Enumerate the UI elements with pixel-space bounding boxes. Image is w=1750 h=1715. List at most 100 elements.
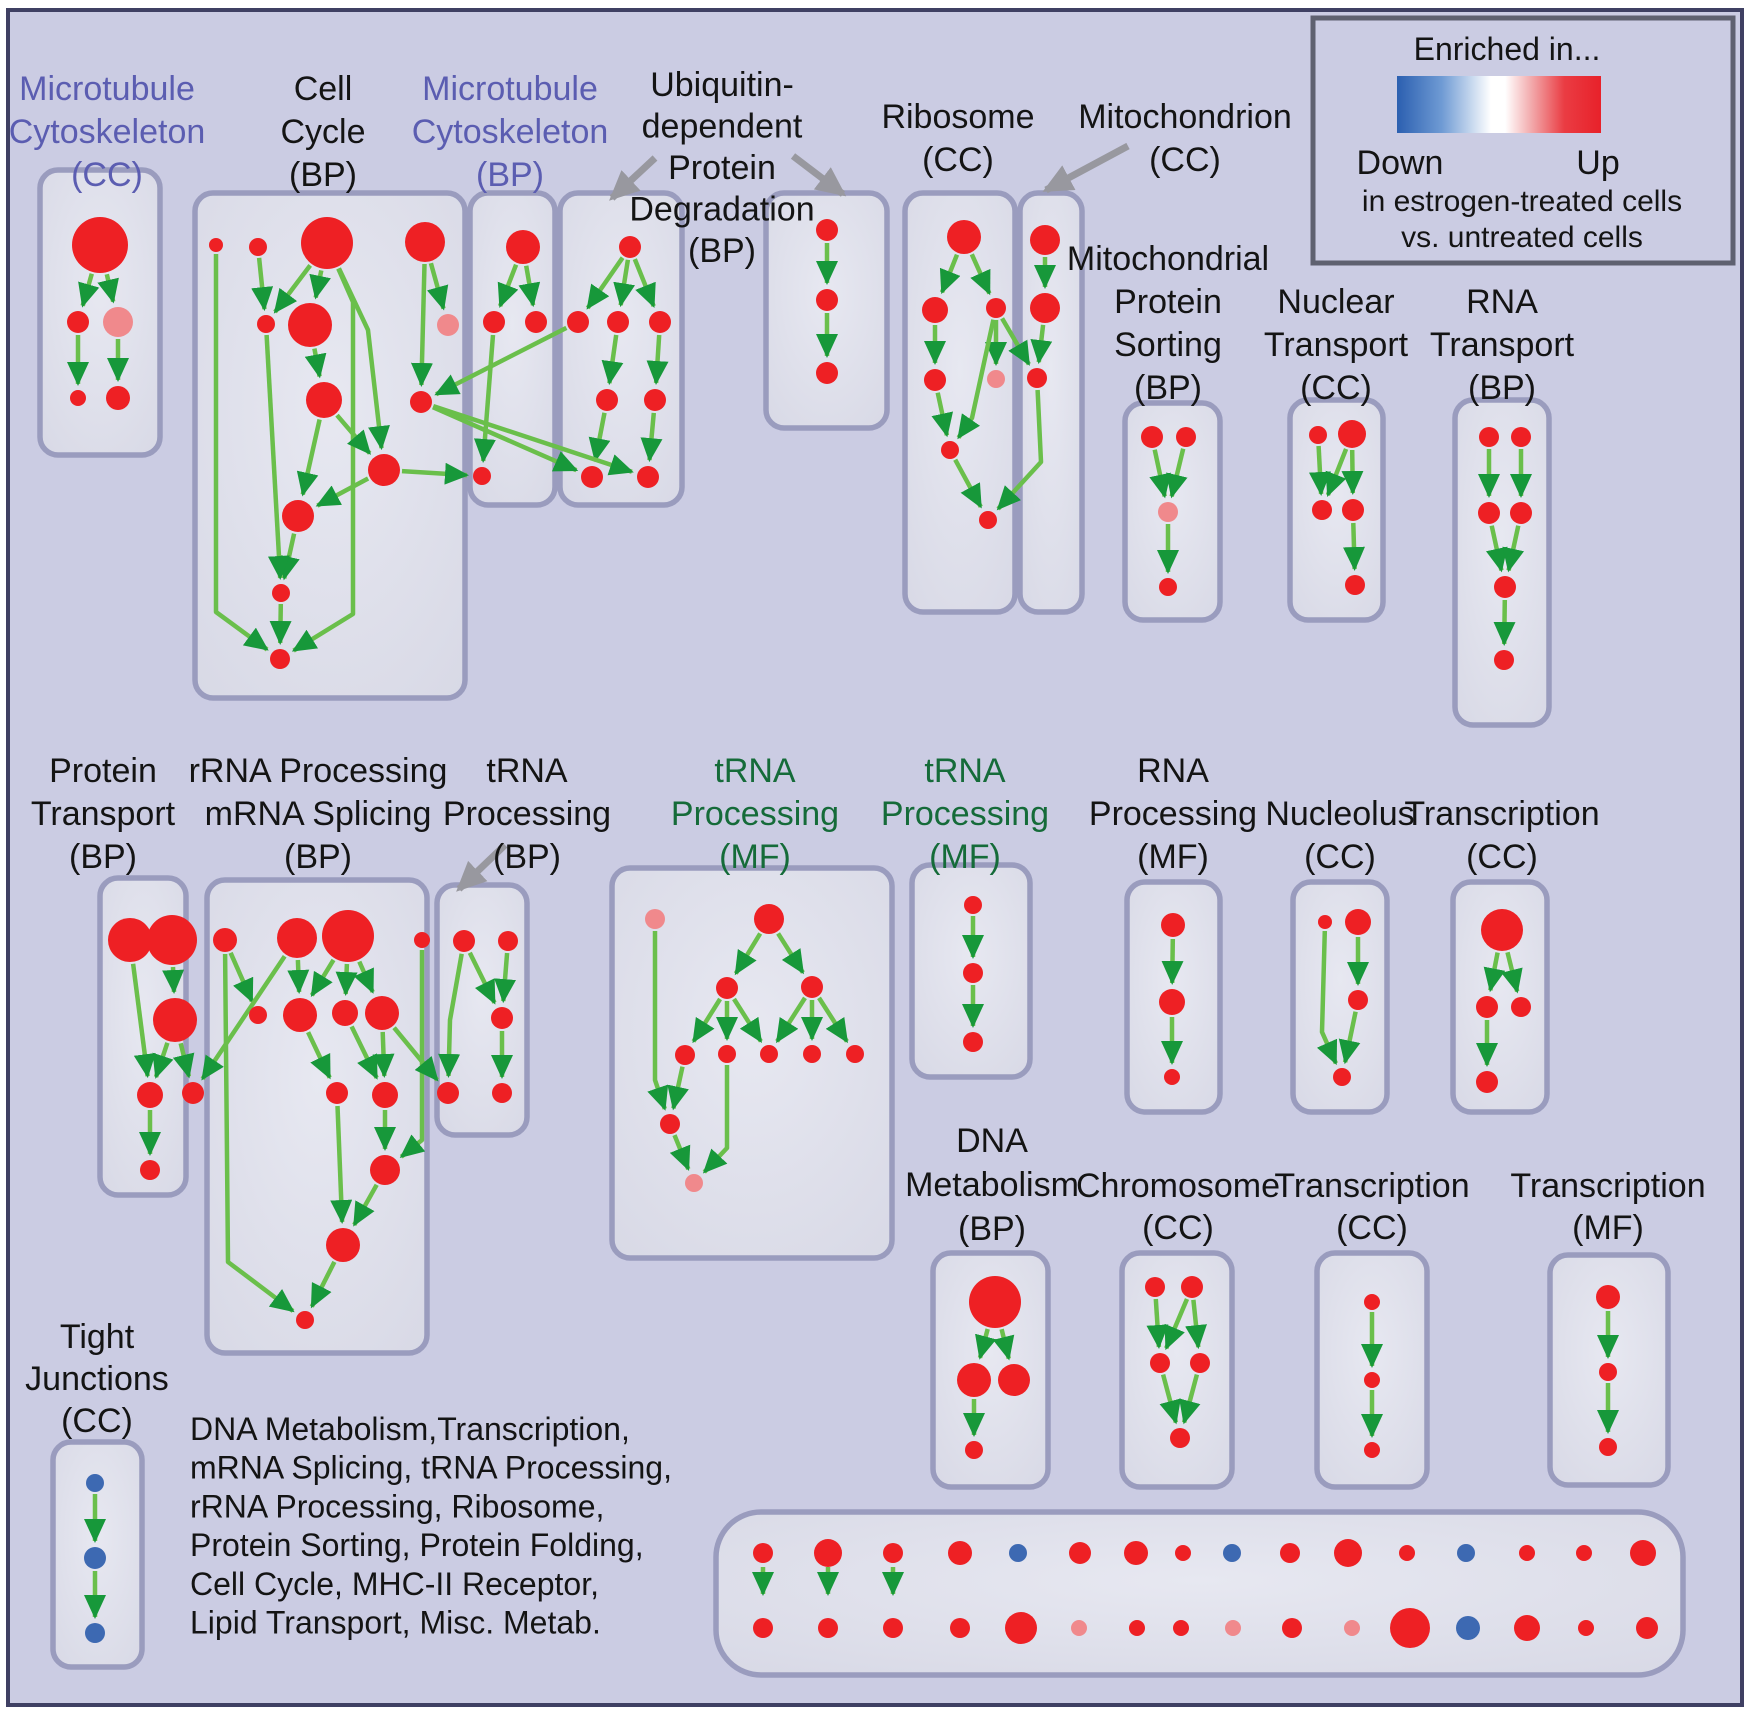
- edge-t4-t7: [775, 996, 807, 1044]
- node-nt2: [1338, 420, 1366, 448]
- node-rrn: [326, 1228, 360, 1262]
- node-mcc5: [106, 386, 130, 410]
- dot-top-7: [1175, 1545, 1191, 1561]
- edge-rrb-rrf: [287, 959, 310, 994]
- cluster-label-transcription-cc-1-line-0: Transcription: [1404, 795, 1599, 833]
- cluster-label-transcription-cc-2-line-1: (CC): [1336, 1209, 1408, 1247]
- cluster-label-ubiquitin-degradation-1-line-3: Degradation: [629, 191, 814, 229]
- node-mb2: [483, 311, 505, 333]
- cross-edge-rb3-mt3: [1000, 317, 1031, 366]
- dot-bottom-1: [818, 1618, 838, 1638]
- node-ccK: [282, 500, 314, 532]
- node-q3: [1164, 1069, 1180, 1085]
- cluster-box-ubiquitin-degradation-1: [557, 190, 685, 508]
- edge-rrh-rrk: [372, 1031, 395, 1078]
- edge-t10-t11: [669, 1134, 691, 1171]
- dot-top-3: [948, 1541, 972, 1565]
- edge-t3-t7: [732, 997, 763, 1043]
- cluster-label-tight-junctions-line-0: Tight: [60, 1318, 135, 1356]
- cluster-label-microtubule-bp-line-1: Cytoskeleton: [412, 113, 609, 151]
- node-mcc3: [103, 307, 133, 337]
- cross-edge-mt3-rb7: [996, 389, 1044, 511]
- cluster-label-transcription-cc-2-line-0: Transcription: [1274, 1167, 1469, 1205]
- legend-up-label: Up: [1576, 144, 1619, 182]
- dot-bottom-11: [1390, 1608, 1430, 1648]
- edge-rt5-rt6: [1493, 599, 1516, 646]
- cluster-label-mitochondrial-protein-sorting-line-3: (BP): [1134, 369, 1202, 407]
- cluster-label-trna-processing-bp-line-2: (BP): [493, 838, 561, 876]
- node-pt4: [137, 1082, 163, 1108]
- node-mb3: [525, 311, 547, 333]
- dot-bottom-13: [1514, 1615, 1540, 1641]
- node-mb1: [506, 230, 540, 264]
- edge-ccC-ccF: [309, 269, 331, 300]
- edge-rt4-rt5: [1502, 525, 1525, 573]
- node-ms2: [1176, 427, 1196, 447]
- edge-ra-rre: [228, 951, 255, 1004]
- dot-bottom-7: [1173, 1620, 1189, 1636]
- node-v2: [816, 289, 838, 311]
- cluster-label-trna-processing-mf-1-line-0: tRNA: [714, 752, 796, 790]
- edge-ccE-ccL: [264, 334, 290, 580]
- cluster-box-microtubule-cc: [37, 167, 163, 458]
- edge-u4-u6: [646, 334, 669, 385]
- node-g1: [1145, 1277, 1165, 1297]
- cross-edge-ccJ-mb4: [401, 462, 469, 485]
- dot-bottom-10: [1344, 1620, 1360, 1636]
- node-rb6: [941, 441, 959, 459]
- cluster-box-nuclear-transport: [1287, 397, 1386, 623]
- cluster-label-trna-processing-mf-2-line-2: (MF): [929, 838, 1001, 876]
- node-v1: [816, 219, 838, 241]
- edge-ccL-ccM: [269, 603, 292, 645]
- cluster-box-ribosome: [902, 190, 1018, 615]
- node-mb4: [473, 467, 491, 485]
- node-ccF: [288, 303, 332, 347]
- edge-rb1-rb3: [969, 253, 992, 296]
- cross-edge-rrh-xb: [392, 1026, 439, 1082]
- node-u1: [619, 236, 641, 258]
- node-t10: [660, 1114, 680, 1134]
- node-q1: [1161, 913, 1185, 937]
- node-tj1: [86, 1474, 104, 1492]
- node-rrb: [277, 918, 317, 958]
- node-g2: [1181, 1276, 1203, 1298]
- edge-t3-t5: [691, 997, 723, 1044]
- legend-subline-1: in estrogen-treated cells: [1362, 185, 1682, 218]
- cluster-label-rrna-processing-mrna-splicing-line-0: rRNA Processing: [189, 752, 448, 790]
- cluster-label-trna-processing-mf-2-line-1: Processing: [881, 795, 1049, 833]
- node-rt4: [1510, 502, 1532, 524]
- cross-edge-ccI-u7: [431, 405, 579, 473]
- node-z1: [1596, 1285, 1620, 1309]
- node-d1: [969, 1276, 1021, 1328]
- edge-t6-t11: [702, 1065, 730, 1174]
- node-mt1: [1030, 225, 1060, 255]
- edge-nt4-nt5: [1342, 522, 1365, 571]
- cluster-label-rrna-processing-mrna-splicing-line-2: (BP): [284, 838, 352, 876]
- node-rrm: [370, 1155, 400, 1185]
- edge-rrf-rrj: [306, 1031, 332, 1080]
- node-rrg: [332, 1000, 358, 1026]
- cluster-label-tight-junctions-line-2: (CC): [61, 1402, 133, 1440]
- edge-t2-t4: [776, 932, 805, 975]
- cluster-label-rna-transport-line-0: RNA: [1466, 283, 1538, 321]
- node-tj2: [84, 1547, 106, 1569]
- cluster-label-ubiquitin-degradation-1-line-2: Protein: [668, 149, 776, 187]
- node-t3: [716, 977, 738, 999]
- misc-categories-text-line-4: Cell Cycle, MHC-II Receptor,: [190, 1566, 599, 1602]
- node-u7: [581, 466, 603, 488]
- edge-u5-u7: [588, 412, 611, 463]
- node-t6: [718, 1045, 736, 1063]
- edge-rrm-rrn: [352, 1183, 379, 1227]
- node-rt6: [1494, 650, 1514, 670]
- node-nt5: [1345, 575, 1365, 595]
- node-g3: [1150, 1353, 1170, 1373]
- misc-categories-text-line-2: rRNA Processing, Ribosome,: [190, 1488, 604, 1524]
- cross-edge-rrb-pt5: [200, 955, 287, 1081]
- node-y2: [1364, 1372, 1380, 1388]
- node-u6: [644, 389, 666, 411]
- cluster-label-rna-processing-mf-line-0: RNA: [1137, 752, 1209, 790]
- edge-u6-u8: [640, 412, 663, 463]
- node-y1: [1364, 1294, 1380, 1310]
- label-pointer-arrow-1: [790, 153, 847, 197]
